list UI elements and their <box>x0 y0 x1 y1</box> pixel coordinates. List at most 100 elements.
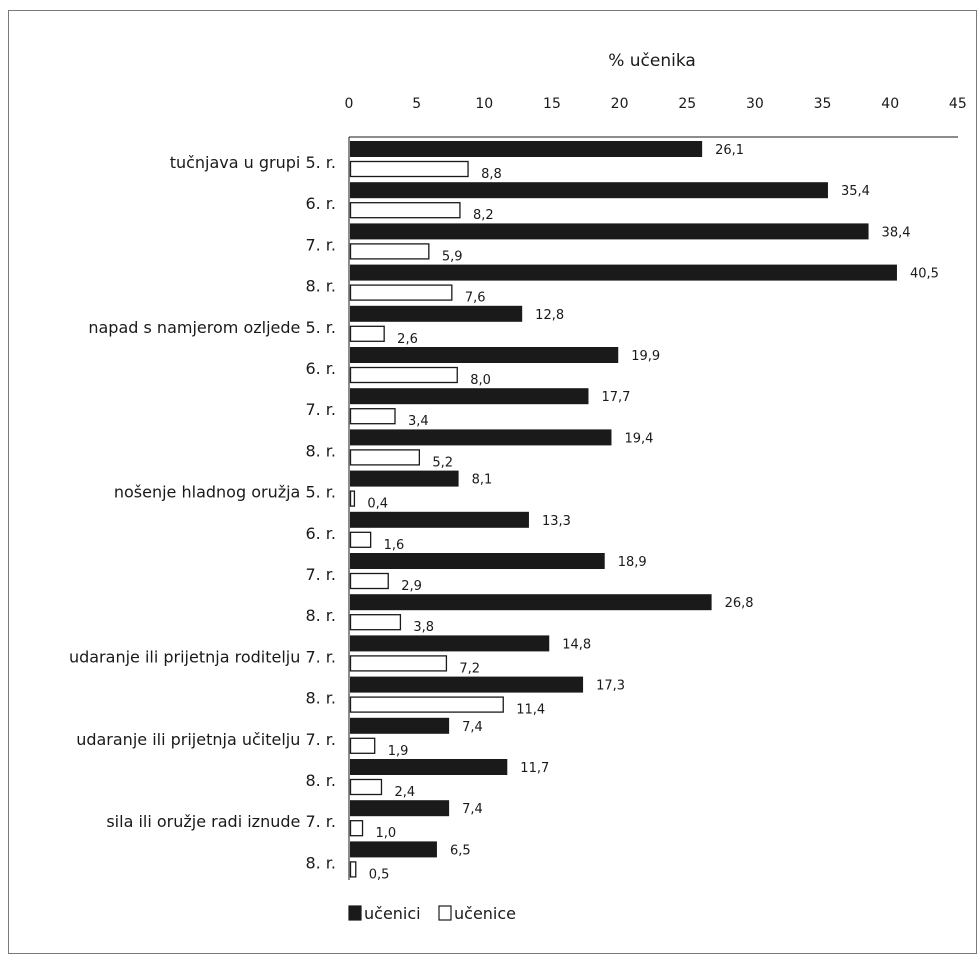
data-label-ucenice: 2,4 <box>394 785 415 800</box>
bar-ucenici <box>350 635 550 652</box>
data-label-ucenici: 8,1 <box>472 473 493 488</box>
bar-ucenice <box>349 861 357 878</box>
category-label: 7. r. <box>305 400 336 419</box>
data-label-ucenice: 7,2 <box>459 661 480 676</box>
grade-label: 8. r. <box>305 771 336 790</box>
data-label-ucenice: 1,9 <box>388 744 409 759</box>
category-label: tučnjava u grupi 5. r. <box>170 153 336 172</box>
bar-ucenice <box>349 408 396 425</box>
x-tick-label: 0 <box>345 96 354 112</box>
bar-ucenice <box>349 655 448 672</box>
grade-label: 5. r. <box>305 153 336 172</box>
category-label: 6. r. <box>305 359 336 378</box>
data-label-ucenice: 5,2 <box>432 455 453 470</box>
bar-ucenice <box>349 284 453 301</box>
data-label-ucenici: 38,4 <box>882 225 911 240</box>
x-tick-label: 10 <box>475 96 493 112</box>
chart-frame <box>8 10 977 954</box>
data-label-ucenici: 35,4 <box>841 184 870 199</box>
legend: učenici učenice <box>348 904 516 923</box>
grade-label: 7. r. <box>305 565 336 584</box>
category-label: 7. r. <box>305 565 336 584</box>
bar-ucenici <box>350 182 828 199</box>
bar-ucenice <box>349 449 421 466</box>
data-label-ucenici: 13,3 <box>542 514 571 529</box>
data-label-ucenici: 19,9 <box>631 349 660 364</box>
chart-title: % učenika <box>608 51 696 71</box>
chart-rows: 26,1 8,8 tučnjava u grupi 5. r. 35,4 8,2 6. r… <box>69 141 939 882</box>
group-label: sila ili oružje radi iznude <box>106 812 305 831</box>
bar-ucenici <box>350 511 529 528</box>
grade-label: 7. r. <box>305 730 336 749</box>
x-tick-label: 25 <box>678 96 696 112</box>
x-tick-label: 20 <box>611 96 629 112</box>
bar-ucenici <box>350 553 605 569</box>
data-label-ucenici: 11,7 <box>520 761 549 776</box>
category-label: 6. r. <box>305 194 336 213</box>
bar-ucenici <box>350 305 523 322</box>
bar-ucenici <box>350 800 450 817</box>
data-label-ucenici: 7,4 <box>462 802 483 817</box>
bar-ucenice <box>349 614 402 631</box>
bar-ucenici <box>350 141 703 157</box>
data-label-ucenici: 19,4 <box>624 431 653 446</box>
bar-ucenice <box>349 325 385 342</box>
data-label-ucenice: 0,5 <box>369 867 390 882</box>
x-tick-label: 30 <box>746 96 764 112</box>
category-label: sila ili oružje radi iznude 7. r. <box>106 812 336 831</box>
bar-ucenici <box>350 841 437 858</box>
category-label: udaranje ili prijetnja roditelju 7. r. <box>69 647 336 666</box>
data-label-ucenici: 12,8 <box>535 308 564 323</box>
category-label: 8. r. <box>305 689 336 708</box>
legend-label: učenici <box>364 904 421 923</box>
category-label: 8. r. <box>305 277 336 296</box>
category-label: 8. r. <box>305 771 336 790</box>
grade-label: 8. r. <box>305 277 336 296</box>
grade-label: 6. r. <box>305 194 336 213</box>
data-label-ucenice: 8,2 <box>473 208 494 223</box>
grade-label: 7. r. <box>305 235 336 254</box>
x-tick-label: 35 <box>814 96 832 112</box>
bar-ucenice <box>349 531 372 548</box>
data-label-ucenici: 40,5 <box>910 267 939 282</box>
bar-ucenici <box>350 223 869 240</box>
bar-ucenici <box>350 594 712 611</box>
grade-label: 6. r. <box>305 359 336 378</box>
category-label: 6. r. <box>305 524 336 543</box>
bar-ucenici <box>350 717 450 734</box>
data-label-ucenice: 8,8 <box>481 167 502 182</box>
bar-ucenici <box>350 470 459 487</box>
bar-ucenice <box>349 202 461 219</box>
data-label-ucenice: 1,0 <box>376 826 397 841</box>
legend-label: učenice <box>454 904 516 923</box>
data-label-ucenice: 0,4 <box>367 497 388 512</box>
bar-ucenice <box>349 490 356 507</box>
grade-label: 8. r. <box>305 689 336 708</box>
data-label-ucenici: 7,4 <box>462 720 483 735</box>
category-label: 8. r. <box>305 441 336 460</box>
category-label: nošenje hladnog oružja 5. r. <box>114 483 336 502</box>
x-tick-label: 40 <box>881 96 899 112</box>
data-label-ucenice: 8,0 <box>470 373 491 388</box>
group-label: napad s namjerom ozljede <box>88 318 305 337</box>
category-label: napad s namjerom ozljede 5. r. <box>88 318 336 337</box>
data-label-ucenice: 1,6 <box>384 538 405 553</box>
group-label: udaranje ili prijetnja učitelju <box>76 730 305 749</box>
data-label-ucenici: 26,8 <box>725 596 754 611</box>
category-label: 7. r. <box>305 235 336 254</box>
grade-label: 5. r. <box>305 318 336 337</box>
x-tick-label: 45 <box>949 96 967 112</box>
bar-ucenici <box>350 347 619 363</box>
data-label-ucenice: 7,6 <box>465 291 486 306</box>
group-label: nošenje hladnog oružja <box>114 483 306 502</box>
data-label-ucenici: 14,8 <box>562 637 591 652</box>
grade-label: 7. r. <box>305 647 336 666</box>
bar-ucenici <box>350 429 612 446</box>
legend-swatch-ucenice <box>438 905 452 921</box>
grade-label: 8. r. <box>305 853 336 872</box>
bar-ucenici <box>350 264 897 281</box>
data-label-ucenice: 5,9 <box>442 249 463 264</box>
bar-ucenici <box>350 388 589 405</box>
category-label: 8. r. <box>305 853 336 872</box>
